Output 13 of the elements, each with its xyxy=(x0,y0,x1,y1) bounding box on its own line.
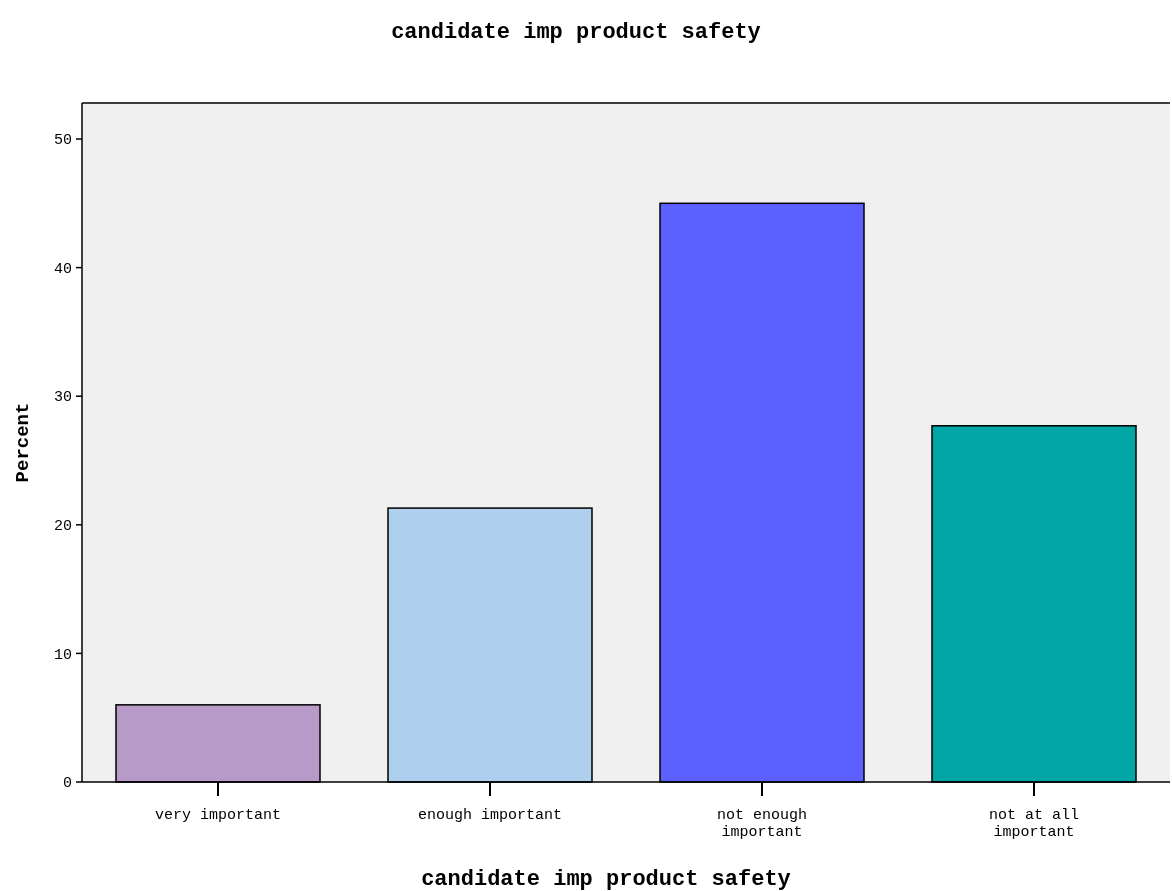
y-tick-label: 0 xyxy=(62,775,72,793)
y-axis-title: Percent xyxy=(12,402,34,483)
x-tick-label: very important xyxy=(154,807,282,824)
chart-title: candidate imp product safety xyxy=(391,20,761,45)
y-tick-label: 50 xyxy=(53,132,72,150)
x-axis-title: candidate imp product safety xyxy=(421,867,791,891)
y-tick-label: 10 xyxy=(53,646,72,664)
y-tick-label: 20 xyxy=(53,518,72,536)
x-tick-label: not enough important xyxy=(716,807,808,841)
x-tick-label: enough important xyxy=(417,807,563,824)
y-tick-label: 40 xyxy=(53,260,72,278)
y-tick-label: 30 xyxy=(53,389,72,407)
x-tick-label: not at all important xyxy=(988,807,1080,841)
